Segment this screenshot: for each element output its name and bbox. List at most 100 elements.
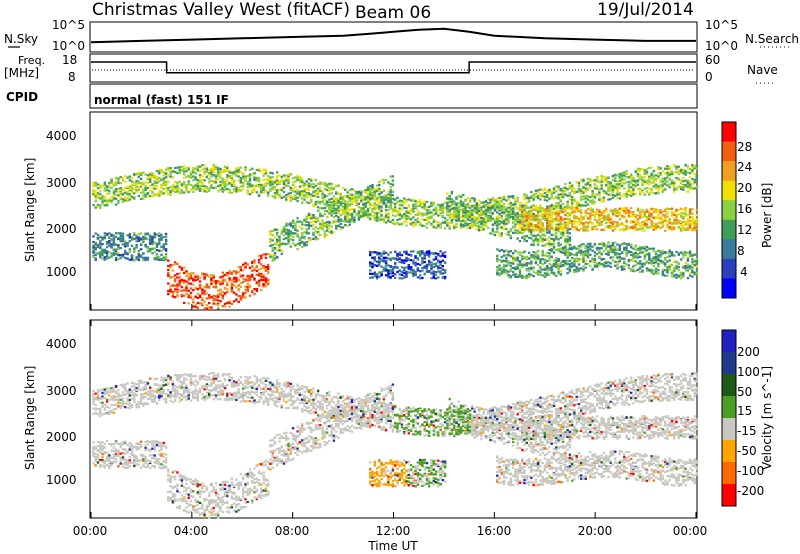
power-cell <box>344 224 347 227</box>
power-cell <box>378 211 381 214</box>
power-cell <box>384 178 388 181</box>
power-cell <box>477 216 481 219</box>
power-cell <box>108 244 111 247</box>
power-cell <box>527 267 531 270</box>
power-cell <box>133 247 136 250</box>
power-cell <box>523 216 526 219</box>
power-cell <box>262 191 265 194</box>
power-cell <box>323 202 327 205</box>
power-cell <box>448 221 451 225</box>
power-cell <box>171 291 175 294</box>
power-cell <box>219 180 222 184</box>
power-cell <box>552 240 556 243</box>
power-cell <box>223 181 227 184</box>
power-cell <box>453 216 456 219</box>
power-cell <box>137 239 140 243</box>
power-cell <box>471 216 474 219</box>
power-cell <box>369 191 372 194</box>
power-cell <box>335 211 338 214</box>
power-cell <box>158 234 161 238</box>
power-cell <box>434 273 438 276</box>
power-cell <box>232 276 236 279</box>
power-cell <box>158 180 161 183</box>
power-cell <box>536 197 540 200</box>
power-cell <box>543 188 547 191</box>
power-cell <box>294 194 297 197</box>
power-cell <box>278 235 281 238</box>
power-cell <box>509 235 513 238</box>
power-cell <box>335 192 338 195</box>
power-cell <box>380 191 383 194</box>
power-cell <box>518 223 522 226</box>
power-cell <box>541 237 544 240</box>
power-cell <box>514 268 517 271</box>
power-cell <box>192 279 195 282</box>
power-cell <box>271 256 274 259</box>
power-cell <box>561 227 565 230</box>
power-cell <box>130 244 134 247</box>
power-cell <box>232 270 236 273</box>
power-cell <box>566 248 569 251</box>
power-cell <box>496 273 499 276</box>
power-cell <box>375 187 379 191</box>
power-cell <box>539 224 542 227</box>
power-cell <box>160 185 163 188</box>
power-cell <box>477 203 481 206</box>
power-cell <box>303 243 306 247</box>
power-cell <box>360 200 363 203</box>
power-cell <box>187 272 190 275</box>
power-cell <box>527 275 531 278</box>
power-cell <box>502 219 506 222</box>
power-cell <box>430 265 433 268</box>
power-cell <box>473 197 476 200</box>
power-cell <box>160 236 163 239</box>
power-cell <box>516 237 519 240</box>
power-cell <box>271 176 274 179</box>
power-cell <box>514 212 517 215</box>
power-cell <box>521 214 524 217</box>
power-cell <box>450 190 454 193</box>
power-cell <box>323 236 327 239</box>
power-cell <box>561 187 565 190</box>
power-cell <box>512 218 515 221</box>
power-cell <box>99 206 102 209</box>
power-cell <box>432 262 435 266</box>
power-cell <box>257 274 261 277</box>
power-cell <box>114 248 118 251</box>
power-cell <box>246 192 249 195</box>
power-cell <box>267 272 270 275</box>
power-cell <box>214 175 218 178</box>
power-cell <box>160 170 163 173</box>
power-cell <box>99 197 102 200</box>
power-cell <box>296 200 299 203</box>
power-cell <box>296 220 299 223</box>
power-cell <box>475 224 479 228</box>
power-cell <box>323 195 327 198</box>
power-cell <box>493 231 497 234</box>
power-cell <box>507 196 510 199</box>
power-cell <box>178 172 181 175</box>
power-cell <box>180 289 184 292</box>
power-cell <box>441 211 444 214</box>
power-cell <box>335 202 338 205</box>
power-cell <box>310 178 313 181</box>
power-cell <box>228 270 231 273</box>
power-cell <box>228 305 231 308</box>
sky-left-label: N.Sky <box>4 32 38 46</box>
power-cell <box>493 218 497 221</box>
power-cell <box>575 254 578 257</box>
power-cell <box>439 209 442 212</box>
power-cell <box>201 288 204 291</box>
power-cell <box>314 237 317 240</box>
power-cell <box>568 265 572 268</box>
power-cell <box>337 211 340 214</box>
power-cell <box>242 274 245 277</box>
power-cell <box>421 214 424 217</box>
power-cell <box>128 185 131 188</box>
power-cell <box>276 242 279 245</box>
power-cell <box>555 260 558 264</box>
power-cell <box>502 266 506 269</box>
power-cell <box>310 217 313 220</box>
power-cell <box>239 176 243 180</box>
power-cell <box>409 223 413 226</box>
